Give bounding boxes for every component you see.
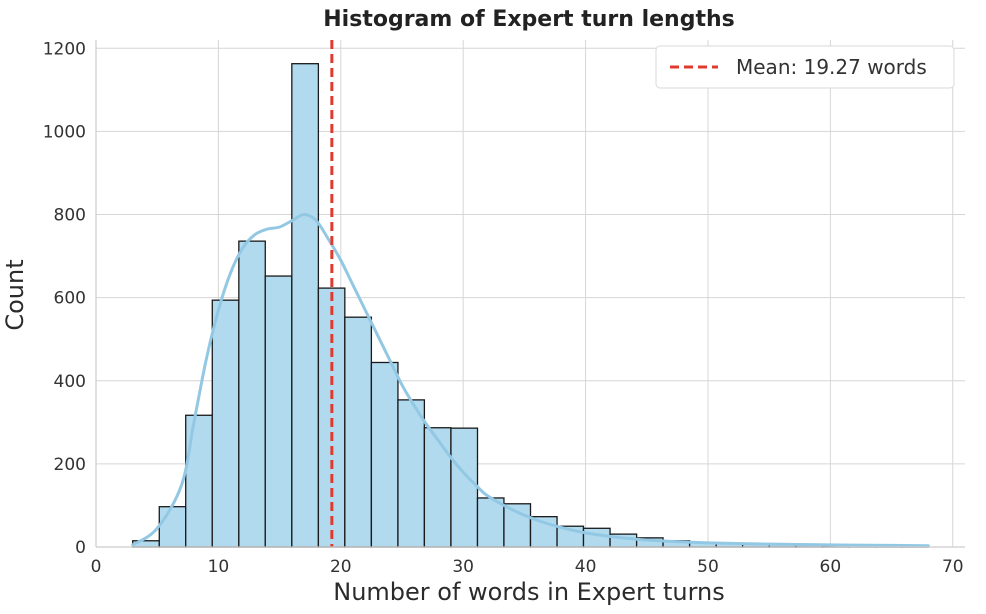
y-axis-label: Count — [1, 259, 29, 330]
legend-box — [655, 45, 955, 89]
x-tick-label: 20 — [330, 557, 352, 577]
histogram-bar — [397, 399, 426, 548]
histogram-bar — [211, 299, 240, 548]
histogram-bar — [264, 275, 293, 548]
histogram-bar — [423, 427, 452, 548]
y-tick-label: 1200 — [43, 39, 86, 59]
histogram-bar — [344, 316, 373, 548]
tick-labels: 0 10 20 30 40 50 60 70 0 200 400 600 800 1000 1200 — [43, 39, 964, 577]
chart-title: Histogram of Expert turn lengths — [323, 7, 734, 32]
x-tick-label: 50 — [697, 557, 719, 577]
axes-spines — [95, 40, 965, 548]
y-tick-label: 1000 — [43, 122, 86, 142]
x-axis-label: Number of words in Expert turns — [333, 578, 725, 606]
x-tick-label: 0 — [91, 557, 102, 577]
x-tick-label: 70 — [942, 557, 964, 577]
x-tick-label: 40 — [575, 557, 597, 577]
y-tick-label: 600 — [54, 289, 86, 309]
y-tick-label: 800 — [54, 206, 86, 226]
kde-curve-layer — [131, 213, 930, 548]
kde-curve — [131, 213, 930, 548]
histogram-bar — [476, 497, 505, 548]
histogram-bar — [582, 527, 611, 548]
x-tick-label: 30 — [452, 557, 474, 577]
histogram-bar — [158, 506, 187, 548]
legend: Mean: 19.27 words — [655, 45, 955, 89]
x-tick-label: 10 — [208, 557, 230, 577]
histogram-bar — [450, 427, 479, 548]
histogram-bar — [185, 414, 213, 548]
legend-mean-label: Mean: 19.27 words — [736, 55, 927, 79]
y-tick-label: 0 — [75, 538, 86, 558]
x-tick-label: 60 — [820, 557, 842, 577]
histogram-bar — [503, 503, 532, 548]
histogram-bar — [238, 240, 266, 548]
y-tick-label: 200 — [54, 455, 86, 475]
histogram-bars — [132, 63, 929, 548]
histogram-bar — [370, 361, 399, 548]
y-tick-label: 400 — [54, 372, 86, 392]
histogram-bar — [291, 63, 320, 548]
